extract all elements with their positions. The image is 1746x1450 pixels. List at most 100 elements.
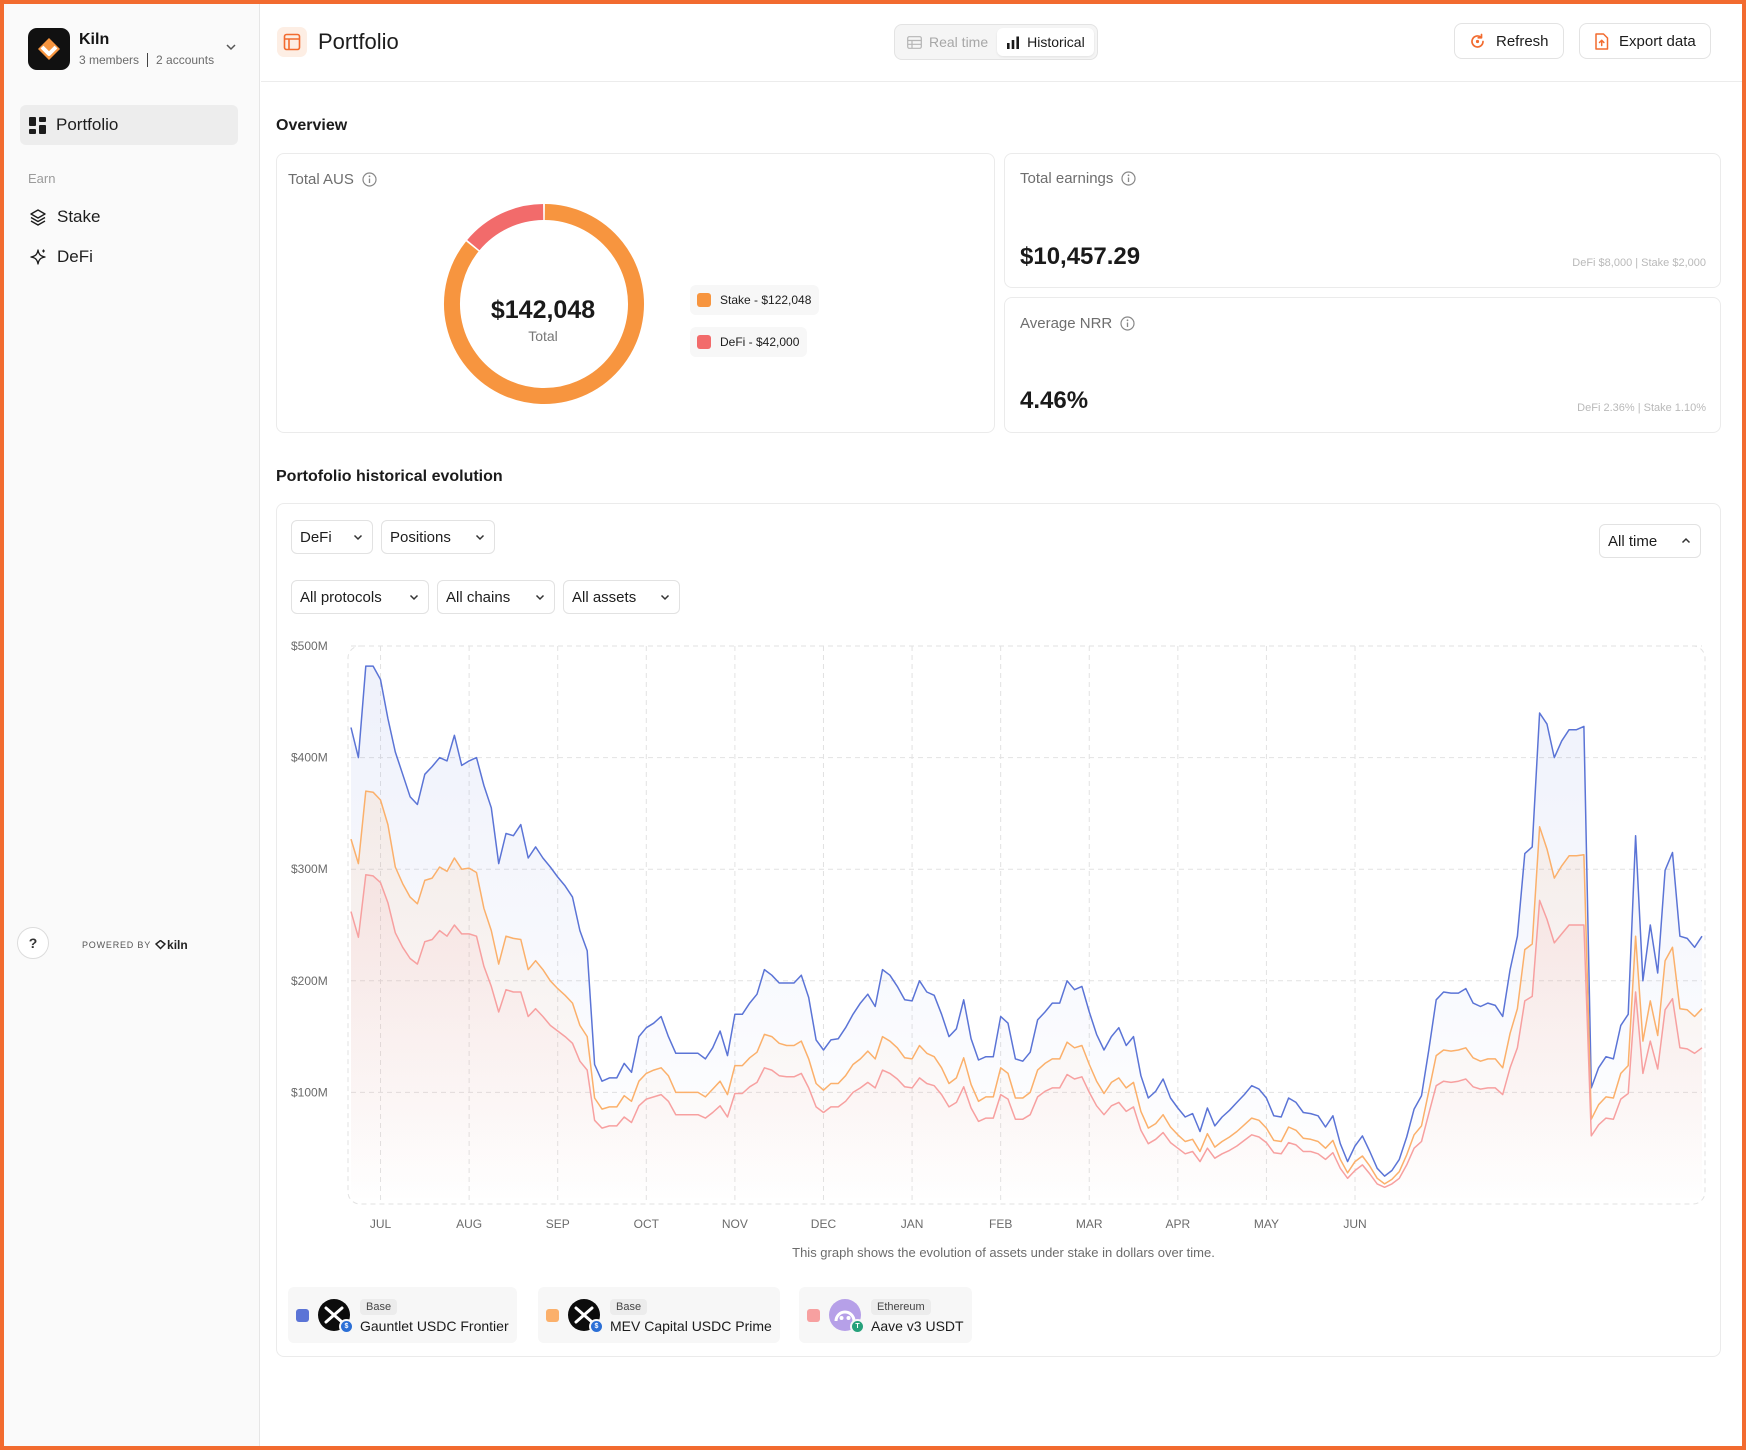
x-tick-label: JUN <box>1343 1217 1366 1230</box>
average-nrr-label-text: Average NRR <box>1020 315 1113 332</box>
layers-icon <box>30 209 46 226</box>
asset-chain-badge: Base <box>610 1298 648 1315</box>
powered-by-brand: kiln <box>167 938 188 952</box>
export-data-button[interactable]: Export data <box>1579 23 1711 59</box>
overview-title: Overview <box>276 117 348 134</box>
protocols-dropdown[interactable]: All protocols <box>291 580 429 614</box>
help-button[interactable]: ? <box>17 927 49 959</box>
mode-toggle: Real time Historical <box>894 24 1098 60</box>
x-tick-label: APR <box>1165 1217 1190 1230</box>
aave-logo-icon: T <box>829 1299 865 1334</box>
sidebar-item-label: DeFi <box>57 247 93 266</box>
protocols-dropdown-value: All protocols <box>300 588 382 606</box>
asset-chain-badge: Base <box>360 1298 398 1315</box>
asset-swatch <box>296 1308 309 1322</box>
powered-by: POWERED BY kiln <box>82 938 188 952</box>
refresh-label: Refresh <box>1496 32 1549 50</box>
series-line-0 <box>350 665 1703 1177</box>
series-line-2 <box>350 874 1703 1189</box>
sidebar-item-portfolio[interactable]: Portfolio <box>20 105 238 145</box>
kiln-mark-icon <box>155 940 167 950</box>
legend-label: Stake - $122,048 <box>720 293 812 307</box>
type-dropdown-value: DeFi <box>300 528 332 546</box>
average-nrr-card: Average NRR 4.46% DeFi 2.36% | Stake 1.1… <box>1004 297 1721 433</box>
sidebar: Kiln 3 members 2 accounts Portfolio Earn… <box>0 0 260 1450</box>
y-tick-label: $100M <box>291 1085 328 1099</box>
x-tick-label: MAR <box>1076 1217 1103 1230</box>
x-tick-label: MAY <box>1254 1217 1279 1230</box>
chevron-down-icon <box>475 534 485 541</box>
info-icon[interactable] <box>1120 316 1135 331</box>
org-switcher[interactable]: Kiln 3 members 2 accounts <box>28 28 214 70</box>
org-name: Kiln <box>79 31 110 48</box>
total-earnings-label-text: Total earnings <box>1020 170 1114 187</box>
x-tick-label: DEC <box>811 1217 837 1230</box>
sidebar-item-stake[interactable]: Stake <box>20 197 238 237</box>
sparkle-icon <box>30 249 46 265</box>
assets-dropdown-value: All assets <box>572 588 637 606</box>
page-title: Portfolio <box>318 29 399 54</box>
asset-swatch <box>807 1308 820 1322</box>
chevron-down-icon <box>353 534 363 541</box>
chevron-down-icon <box>535 594 545 601</box>
legend-swatch <box>697 293 711 307</box>
kiln-logo <box>28 28 70 70</box>
range-dropdown-value: All time <box>1608 532 1658 550</box>
sidebar-item-defi[interactable]: DeFi <box>20 237 238 277</box>
gauntlet-logo-icon: $ <box>318 1299 354 1334</box>
org-accounts: 2 accounts <box>156 53 215 67</box>
org-members: 3 members <box>79 53 140 67</box>
x-tick-label: AUG <box>456 1217 482 1230</box>
chevron-down-icon <box>409 594 419 601</box>
history-title: Portofolio historical evolution <box>276 468 503 485</box>
total-earnings-breakdown: DeFi $8,000 | Stake $2,000 <box>1572 257 1706 269</box>
refresh-icon <box>1471 33 1484 48</box>
series-area-0 <box>351 666 1702 1204</box>
x-tick-label: OCT <box>634 1217 660 1230</box>
x-tick-label: JAN <box>901 1217 924 1230</box>
x-tick-label: NOV <box>722 1217 748 1230</box>
type-dropdown[interactable]: DeFi <box>291 520 373 554</box>
legend-swatch <box>697 335 711 349</box>
view-dropdown-value: Positions <box>390 528 451 546</box>
total-aus-donut <box>444 204 644 404</box>
chevron-down-icon[interactable] <box>224 40 238 54</box>
total-aus-value: $142,048 <box>490 296 596 324</box>
bar-chart-icon <box>1007 36 1020 49</box>
mode-realtime-button[interactable]: Real time <box>898 28 997 56</box>
donut-slice-1 <box>467 204 544 251</box>
usdc-badge-icon: $ <box>589 1319 604 1334</box>
total-earnings-value: $10,457.29 <box>1020 243 1141 270</box>
usdt-badge-icon: T <box>850 1319 865 1334</box>
legend-label: DeFi - $42,000 <box>720 335 800 349</box>
average-nrr-breakdown: DeFi 2.36% | Stake 1.10% <box>1577 402 1706 414</box>
asset-name: Gauntlet USDC Frontier <box>360 1317 509 1334</box>
mev-capital-logo-icon: $ <box>568 1299 604 1334</box>
chevron-down-icon <box>660 594 670 601</box>
x-tick-label: FEB <box>989 1217 1012 1230</box>
assets-dropdown[interactable]: All assets <box>563 580 680 614</box>
view-dropdown[interactable]: Positions <box>381 520 495 554</box>
history-chart: $500M $400M $300M $200M $100M JUL AUG SEP OCT NOV… <box>291 639 1706 1230</box>
y-tick-label: $300M <box>291 862 328 876</box>
legend-item-stake: Stake - $122,048 <box>690 285 820 315</box>
asset-legend-aave: T Ethereum Aave v3 USDT <box>799 1287 972 1343</box>
chains-dropdown[interactable]: All chains <box>437 580 555 614</box>
y-tick-label: $500M <box>291 639 328 653</box>
refresh-button[interactable]: Refresh <box>1454 23 1564 59</box>
total-aus-label-text: Total AUS <box>288 171 354 188</box>
nav-section-earn: Earn <box>28 171 56 186</box>
sidebar-item-label: Stake <box>57 207 101 226</box>
y-tick-label: $200M <box>291 974 328 988</box>
average-nrr-label: Average NRR <box>1020 315 1135 332</box>
range-dropdown[interactable]: All time <box>1599 524 1701 558</box>
info-icon[interactable] <box>362 172 377 187</box>
mode-historical-button[interactable]: Historical <box>997 28 1094 56</box>
series-area-1 <box>351 791 1702 1204</box>
mode-realtime-label: Real time <box>929 34 989 50</box>
info-icon[interactable] <box>1121 171 1137 186</box>
total-earnings-label: Total earnings <box>1020 170 1137 187</box>
mode-historical-label: Historical <box>1027 34 1085 50</box>
top-header: Portfolio Real time Historical Refresh <box>261 0 1746 82</box>
asset-name: Aave v3 USDT <box>871 1317 964 1334</box>
